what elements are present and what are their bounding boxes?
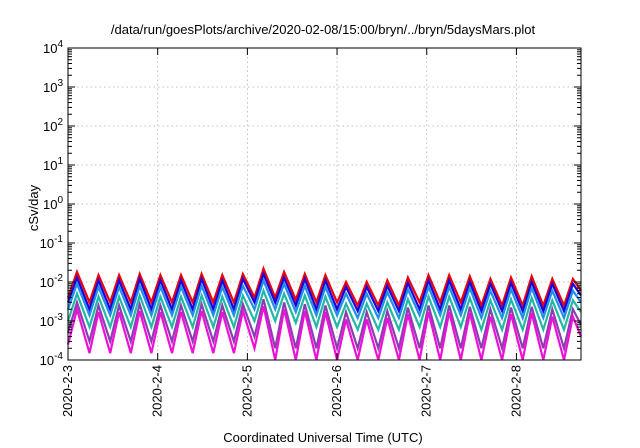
x-tick-label: 2020-2-5 [239, 365, 254, 417]
x-tick-label: 2020-2-8 [508, 365, 523, 417]
y-tick-label: 10-2 [40, 273, 64, 290]
series-line-2 [66, 277, 582, 322]
y-tick-label: 102 [43, 117, 63, 134]
series-line-3 [66, 287, 582, 334]
y-axis-label: cSv/day [26, 184, 41, 231]
y-tick-label: 100 [43, 195, 63, 212]
series-layer [66, 265, 583, 361]
x-axis-label: Coordinated Universal Time (UTC) [223, 430, 422, 445]
grid-lines [68, 48, 581, 360]
x-tick-label: 2020-2-7 [419, 365, 434, 417]
y-tick-label: 10-1 [40, 234, 64, 251]
y-tick-label: 104 [43, 39, 63, 56]
x-tick-label: 2020-2-4 [150, 365, 165, 417]
series-line-1 [66, 270, 582, 315]
x-tick-label: 2020-2-6 [329, 365, 344, 417]
y-tick-label: 10-3 [40, 312, 64, 329]
series-line-5 [66, 305, 583, 361]
series-line-0 [66, 265, 582, 309]
y-tick-label: 101 [43, 156, 63, 173]
x-tick-label: 2020-2-3 [60, 365, 75, 417]
y-tick-label: 103 [43, 78, 63, 95]
series-line-4 [66, 298, 582, 353]
chart-title: /data/run/goesPlots/archive/2020-02-08/1… [111, 22, 536, 37]
